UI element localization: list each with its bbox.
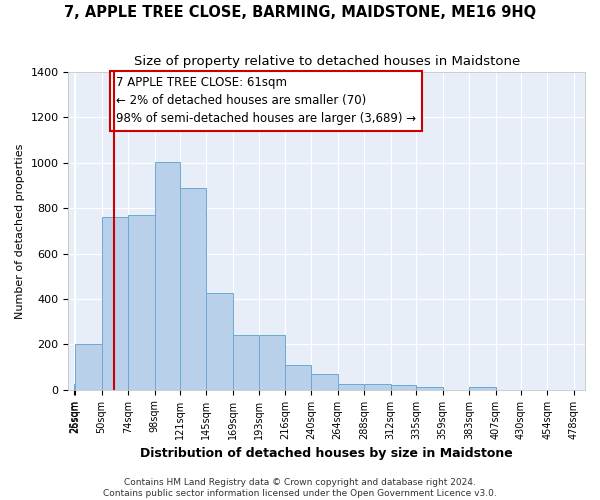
Bar bbox=[469, 387, 496, 390]
Text: 7 APPLE TREE CLOSE: 61sqm
← 2% of detached houses are smaller (70)
98% of semi-d: 7 APPLE TREE CLOSE: 61sqm ← 2% of detach… bbox=[116, 76, 416, 126]
Bar bbox=[364, 384, 391, 390]
Bar bbox=[285, 365, 311, 390]
Bar bbox=[233, 335, 259, 390]
Bar bbox=[338, 384, 364, 390]
Text: Contains HM Land Registry data © Crown copyright and database right 2024.
Contai: Contains HM Land Registry data © Crown c… bbox=[103, 478, 497, 498]
Bar bbox=[259, 335, 285, 390]
Bar bbox=[311, 374, 338, 390]
Y-axis label: Number of detached properties: Number of detached properties bbox=[15, 143, 25, 318]
Bar bbox=[206, 293, 233, 390]
Bar bbox=[391, 385, 416, 390]
Title: Size of property relative to detached houses in Maidstone: Size of property relative to detached ho… bbox=[134, 55, 520, 68]
Bar bbox=[74, 384, 75, 390]
Bar bbox=[155, 162, 180, 390]
Text: 7, APPLE TREE CLOSE, BARMING, MAIDSTONE, ME16 9HQ: 7, APPLE TREE CLOSE, BARMING, MAIDSTONE,… bbox=[64, 5, 536, 20]
Bar bbox=[416, 387, 443, 390]
Bar bbox=[180, 188, 206, 390]
Bar bbox=[75, 344, 101, 390]
Bar bbox=[128, 215, 155, 390]
Bar bbox=[101, 217, 128, 390]
X-axis label: Distribution of detached houses by size in Maidstone: Distribution of detached houses by size … bbox=[140, 447, 513, 460]
